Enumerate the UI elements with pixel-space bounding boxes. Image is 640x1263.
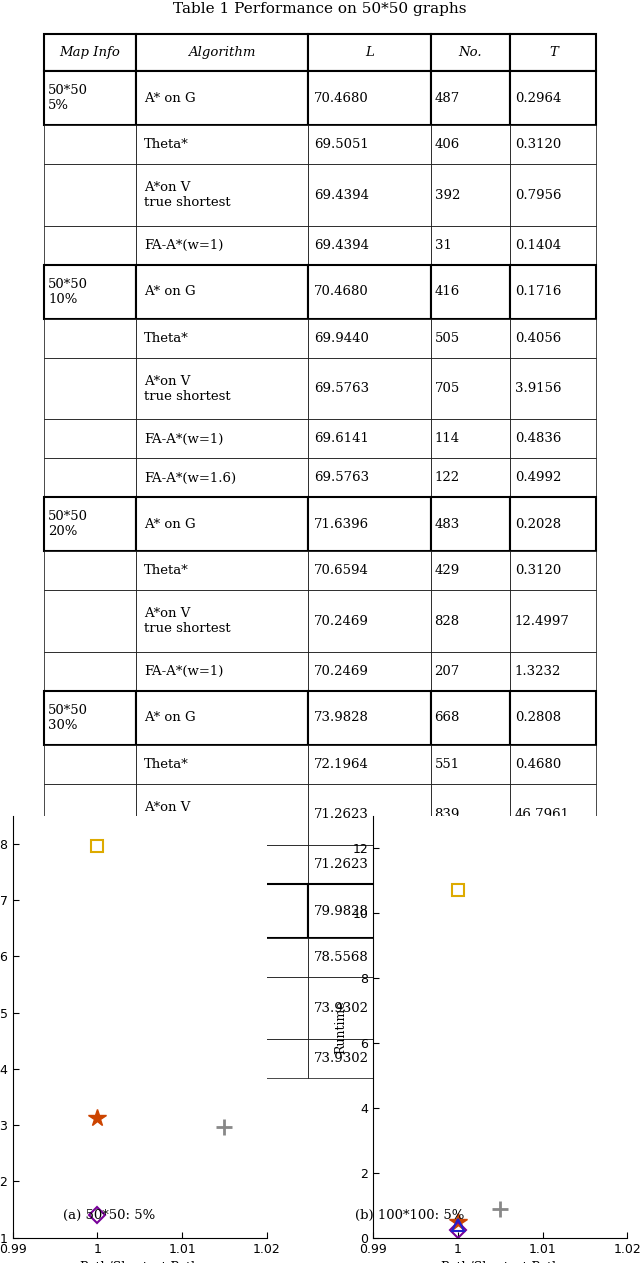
Y-axis label: Runtime: Runtime — [334, 1000, 347, 1053]
X-axis label: Path/Shortest Path: Path/Shortest Path — [441, 1262, 560, 1263]
X-axis label: Path/Shortest Path: Path/Shortest Path — [80, 1262, 199, 1263]
Title: Table 1 Performance on 50*50 graphs: Table 1 Performance on 50*50 graphs — [173, 3, 467, 16]
Text: (b) 100*100: 5%: (b) 100*100: 5% — [355, 1209, 464, 1221]
Text: (a) 50*50: 5%: (a) 50*50: 5% — [63, 1209, 155, 1221]
